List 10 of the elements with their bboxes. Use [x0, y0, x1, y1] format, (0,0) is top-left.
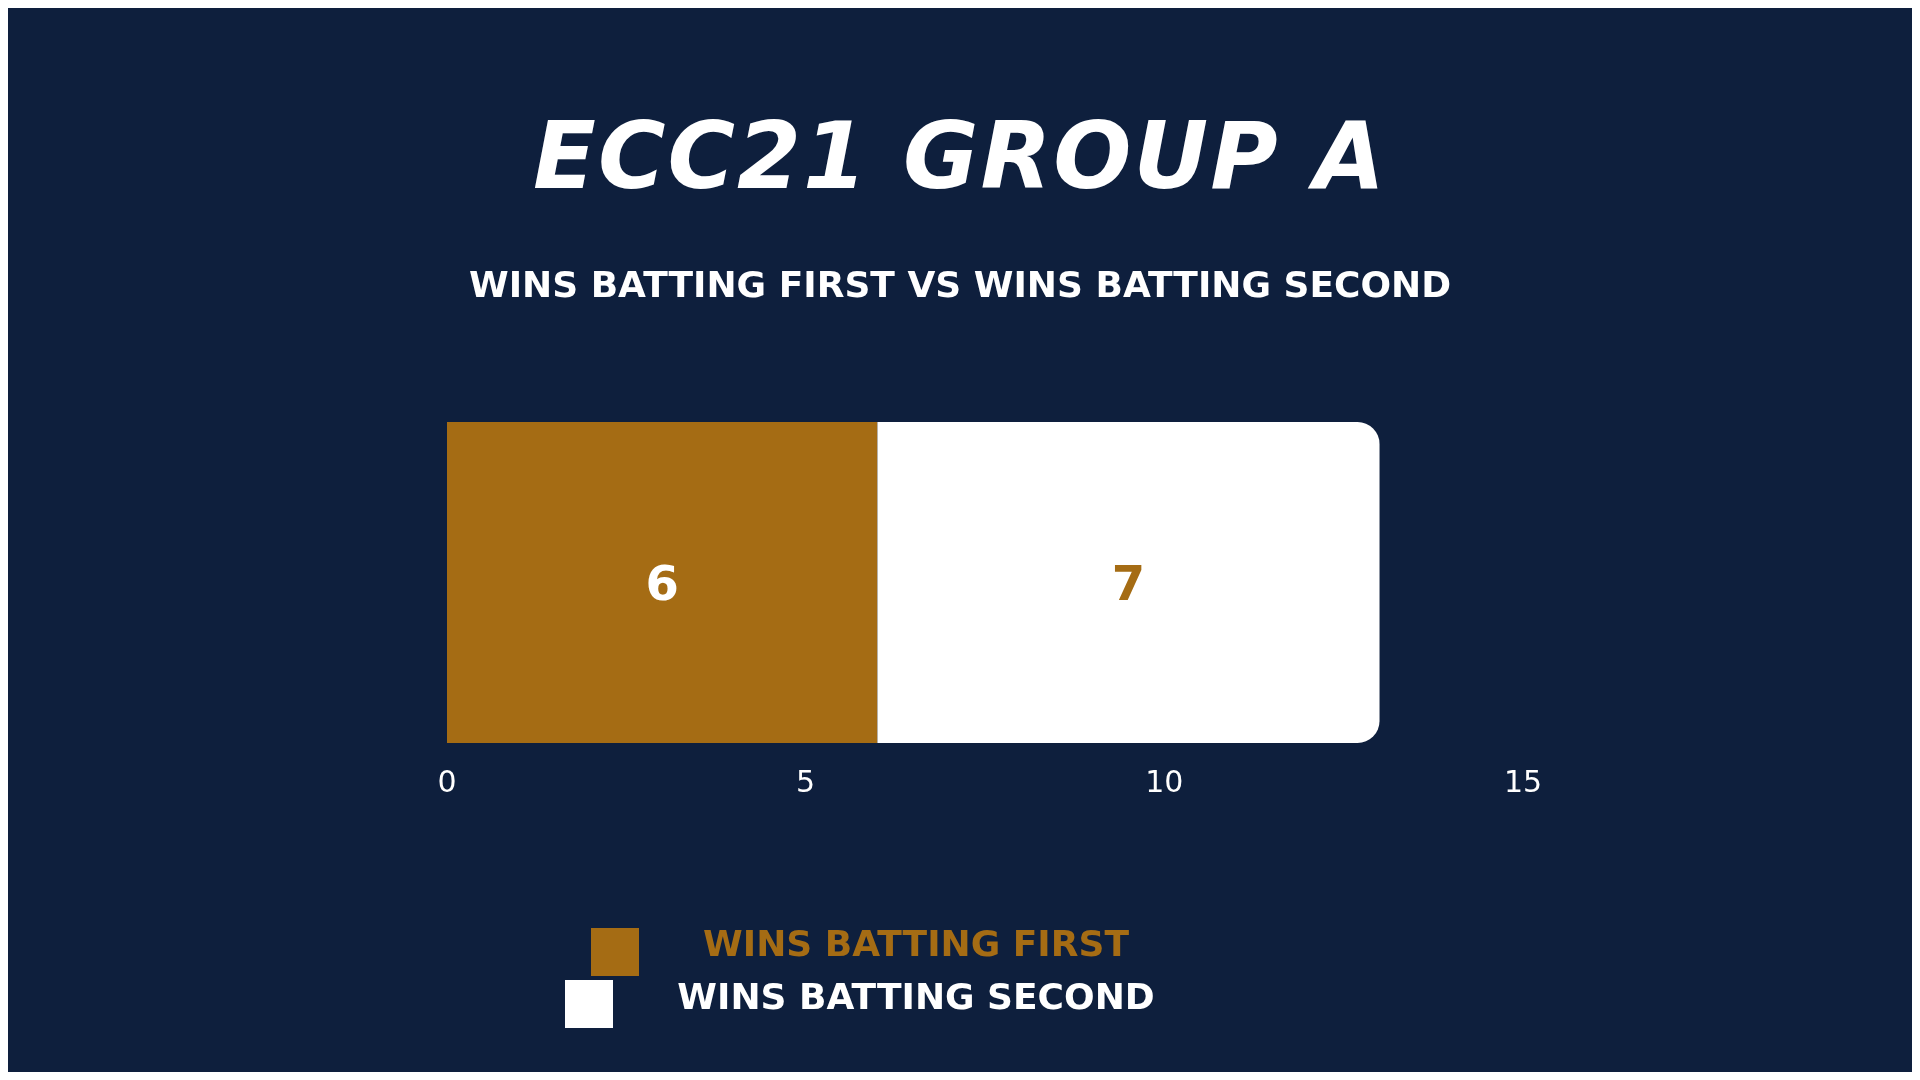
x-tick-label: 5 — [796, 764, 816, 800]
legend-label: WINS BATTING FIRST — [703, 923, 1129, 964]
x-tick-label: 0 — [437, 764, 457, 800]
chart-subtitle: WINS BATTING FIRST VS WINS BATTING SECOND — [467, 264, 1453, 305]
legend-label: WINS BATTING SECOND — [677, 975, 1155, 1017]
x-tick-label: 10 — [1145, 764, 1184, 800]
data-label: 7 — [1111, 554, 1146, 611]
data-label: 6 — [645, 554, 679, 611]
x-tick-label: 15 — [1503, 764, 1543, 800]
chart-title: ECC21 GROUP A — [532, 103, 1388, 210]
